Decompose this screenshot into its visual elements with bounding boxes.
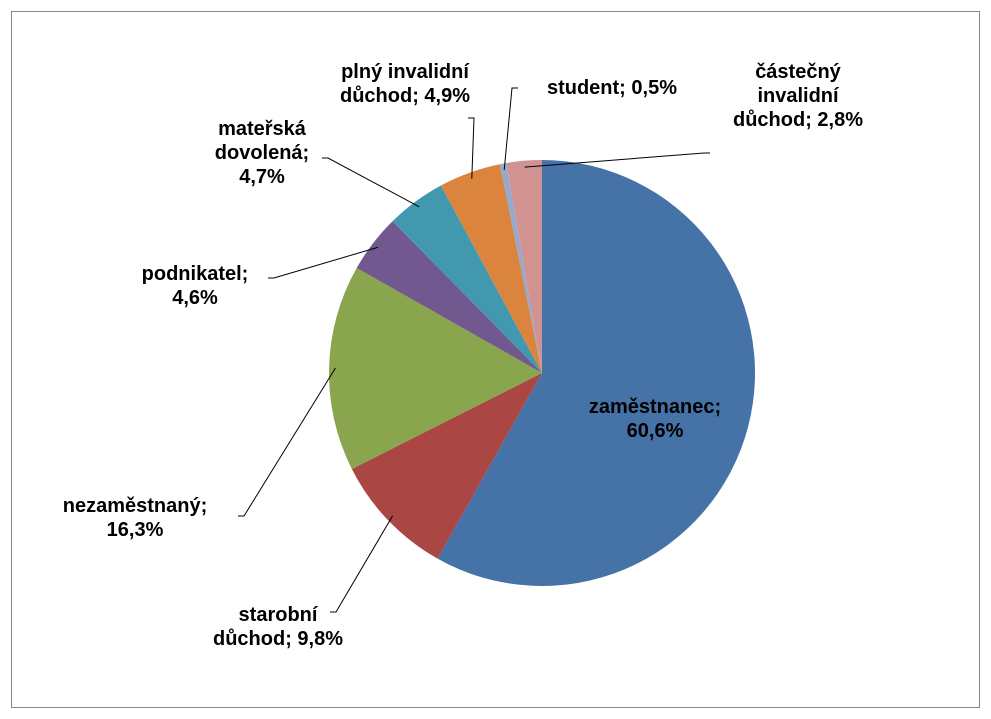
pie-slice — [356, 221, 542, 373]
label-value: 4,7% — [239, 166, 285, 188]
leader-line — [468, 117, 475, 179]
pie-slice — [437, 160, 755, 586]
pie-slice — [440, 164, 542, 373]
data-label: mateřská dovolená; 4,7% — [210, 117, 315, 189]
label-value: 4,9% — [424, 85, 471, 107]
leader-line — [524, 152, 710, 168]
pie-slice — [392, 185, 542, 373]
leader-line — [322, 157, 420, 208]
data-label: starobní důchod; 9,8% — [208, 603, 348, 651]
label-value: 4,6% — [172, 287, 218, 309]
label-category: zaměstnanec; — [588, 396, 722, 418]
pie-slice — [351, 373, 542, 559]
pie-slice — [506, 160, 542, 373]
label-category: student; — [546, 77, 626, 99]
pie-slice — [329, 267, 542, 469]
label-value: 16,3% — [106, 519, 164, 541]
data-label: nezaměstnaný; 16,3% — [60, 494, 210, 542]
label-category: částečný invalidní důchod; — [732, 61, 841, 131]
data-label: zaměstnanec; 60,6% — [575, 395, 735, 443]
data-label: student; 0,5% — [512, 76, 712, 100]
data-label: částečný invalidní důchod; 2,8% — [731, 60, 866, 132]
label-value: 9,8% — [297, 628, 344, 650]
leader-line — [268, 246, 379, 279]
data-label: podnikatel; 4,6% — [135, 262, 255, 310]
label-value: 0,5% — [631, 77, 678, 99]
data-label: plný invalidní důchod; 4,9% — [320, 60, 490, 108]
label-category: starobní důchod; — [212, 604, 318, 650]
leader-line — [330, 515, 394, 613]
label-category: podnikatel; — [141, 263, 249, 285]
label-category: plný invalidní důchod; — [339, 61, 469, 107]
label-value: 2,8% — [817, 109, 864, 131]
label-category: mateřská dovolená; — [214, 118, 310, 164]
label-value: 60,6% — [626, 420, 684, 442]
pie-slice — [499, 163, 542, 373]
leader-line — [503, 87, 518, 170]
label-category: nezaměstnaný; — [62, 495, 208, 517]
leader-line — [238, 367, 336, 517]
